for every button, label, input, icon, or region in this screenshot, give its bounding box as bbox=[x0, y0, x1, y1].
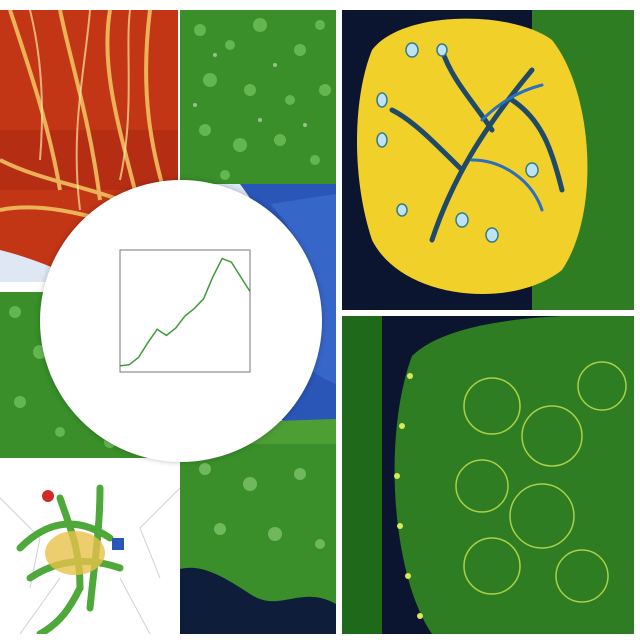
white-root-panel bbox=[0, 458, 180, 634]
green-cell-membrane-panel bbox=[342, 316, 634, 634]
red-vein-panel bbox=[0, 10, 178, 282]
green-mound-panel bbox=[180, 444, 336, 634]
plot-frame bbox=[119, 249, 251, 373]
line-chart bbox=[119, 249, 251, 373]
yellow-leaf-cell-panel bbox=[342, 10, 634, 310]
chart-disc bbox=[40, 180, 322, 462]
green-texture-panel bbox=[180, 10, 336, 184]
series-line-0 bbox=[119, 257, 251, 367]
